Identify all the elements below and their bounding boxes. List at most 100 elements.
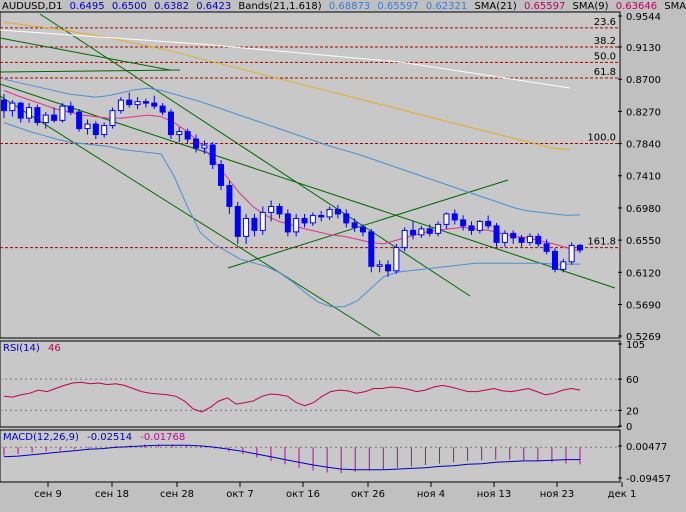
candle-bull	[501, 232, 508, 243]
rsi-tick-label: 105	[626, 340, 645, 351]
band-upper-line	[3, 78, 581, 216]
candle-bear	[142, 101, 149, 104]
main-panel	[0, 11, 621, 339]
candle-bear	[485, 220, 492, 227]
candle-bear	[551, 250, 558, 270]
candle-bear	[126, 99, 133, 106]
candle-bear	[410, 229, 417, 236]
moving-averages	[0, 21, 581, 252]
candle-bear	[159, 105, 166, 113]
candle-bull	[109, 110, 116, 127]
candle-bear	[510, 232, 517, 239]
date-axis: сен 9 сен 18 сен 28 окт 7 окт 16 окт 26 ноя 4 н…	[34, 482, 636, 500]
bands-mid-value: 0.65597	[377, 1, 419, 12]
candle-bear	[151, 102, 158, 107]
candle-bull	[268, 205, 275, 213]
macd-tick-label: -0.09457	[626, 474, 671, 485]
candle-bear	[276, 205, 283, 215]
price-tick-label: 0.9130	[626, 43, 661, 54]
candle-bull	[259, 211, 266, 231]
price-tick-label: 0.8700	[626, 75, 661, 86]
date-tick-label: дек 1	[608, 489, 637, 500]
date-tick-label: окт 16	[286, 489, 320, 500]
candle-bear	[468, 225, 475, 231]
candle-bear	[209, 144, 216, 166]
candle-bull	[443, 213, 450, 225]
price-tick-label: 0.6550	[626, 236, 661, 247]
trend-line	[0, 95, 381, 337]
candle-bear	[17, 102, 24, 119]
candle-bear	[460, 219, 467, 227]
candle-bear	[34, 107, 41, 124]
date-tick-label: ноя 13	[477, 489, 512, 500]
date-tick-label: ноя 4	[417, 489, 445, 500]
trend-line	[0, 83, 616, 289]
candle-bull	[393, 247, 400, 272]
candle-bull	[84, 123, 91, 130]
macd-title: MACD(12,26,9) -0.02514 -0.01768	[3, 432, 190, 443]
candle-bull	[326, 208, 333, 218]
date-tick-label: сен 18	[95, 489, 129, 500]
rsi-tick-label: 20	[626, 406, 639, 417]
sma100-label: SMA(100)	[664, 1, 686, 12]
candle-bull	[176, 131, 183, 136]
candle-bear	[493, 225, 500, 243]
candle-bull	[418, 228, 425, 236]
fib-level-label: 161.8	[587, 237, 616, 248]
candle-bull	[401, 229, 408, 249]
close-value: 0.6423	[196, 1, 232, 12]
candle-bull	[293, 217, 300, 233]
candle-bear	[318, 214, 325, 218]
price-axis: 0.9544 0.9130 0.8700 0.8270 0.7840 0.7410 0.69…	[618, 12, 661, 343]
candle-bull	[201, 144, 208, 149]
candle-bear	[343, 213, 350, 224]
sma-white-line	[0, 29, 571, 89]
candle-bear	[351, 222, 358, 228]
candle-bull	[476, 220, 483, 231]
candle-bear	[1, 99, 7, 112]
sma9-value: 0.63646	[615, 1, 658, 12]
candle-bull	[309, 214, 316, 224]
rsi-line	[3, 381, 581, 413]
candle-bull	[435, 223, 442, 234]
fib-level-label: 61.8	[594, 67, 616, 78]
candle-bull	[376, 264, 383, 267]
candle-bear	[218, 164, 225, 186]
date-tick-label: сен 9	[34, 489, 62, 500]
rsi-title: RSI(14) 46	[3, 343, 66, 354]
candle-bear	[234, 205, 241, 237]
candle-bear	[385, 264, 391, 272]
candle-bull	[560, 261, 567, 270]
bands-upper-value: 0.68873	[328, 1, 371, 12]
candle-bear	[284, 213, 291, 233]
fib-level-label: 38.2	[594, 36, 616, 47]
fib-level-label: 23.6	[594, 17, 616, 28]
date-tick-label: сен 28	[160, 489, 194, 500]
candle-bear	[359, 226, 366, 233]
macd-signal-value: -0.01768	[140, 432, 186, 443]
rsi-tick-label: 0	[626, 422, 632, 433]
candle-bull	[26, 107, 33, 119]
sma21-value: 0.65597	[523, 1, 566, 12]
symbol-label: AUDUSD,D1	[2, 1, 63, 12]
candle-bull	[59, 105, 66, 121]
candle-bear	[167, 111, 174, 136]
candle-bear	[535, 235, 542, 245]
candle-bull	[117, 99, 124, 112]
price-tick-label: 0.5690	[626, 300, 661, 311]
candle-bear	[67, 105, 74, 113]
low-value: 0.6382	[154, 1, 190, 12]
price-tick-label: 0.8270	[626, 107, 661, 118]
candle-bull	[134, 101, 141, 106]
bollinger-bands	[3, 78, 581, 308]
sma9-line	[3, 89, 581, 252]
candle-bear	[76, 111, 83, 130]
candle-bear	[518, 237, 525, 243]
price-tick-label: 0.9544	[626, 12, 661, 23]
price-tick-label: 0.7840	[626, 140, 661, 151]
date-tick-label: ноя 23	[540, 489, 575, 500]
rsi-tick-label: 60	[626, 375, 639, 386]
date-tick-label: окт 7	[226, 489, 254, 500]
sma100-line	[3, 21, 571, 150]
